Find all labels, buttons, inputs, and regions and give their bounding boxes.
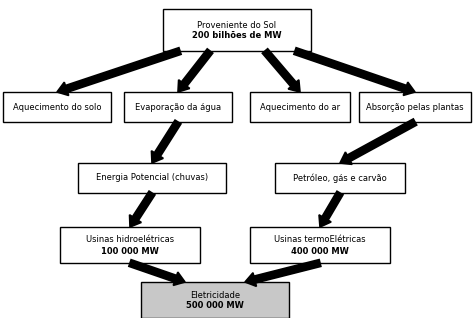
Text: Aquecimento do ar: Aquecimento do ar xyxy=(260,102,340,112)
Text: 500 000 MW: 500 000 MW xyxy=(186,301,244,310)
Polygon shape xyxy=(129,260,185,285)
Text: Proveniente do Sol: Proveniente do Sol xyxy=(198,20,276,30)
Text: Eletricidade: Eletricidade xyxy=(190,291,240,300)
Text: Usinas termoElétricas: Usinas termoElétricas xyxy=(274,236,366,245)
Text: Usinas hidroelétricas: Usinas hidroelétricas xyxy=(86,236,174,245)
Bar xyxy=(124,92,232,122)
Polygon shape xyxy=(152,120,181,163)
Polygon shape xyxy=(319,191,343,227)
Bar xyxy=(163,9,311,51)
Polygon shape xyxy=(245,259,321,286)
Bar xyxy=(60,227,200,263)
Text: Evaporação da água: Evaporação da água xyxy=(135,102,221,112)
Text: Petróleo, gás e carvão: Petróleo, gás e carvão xyxy=(293,173,387,183)
Bar xyxy=(78,163,226,193)
Bar xyxy=(3,92,111,122)
Text: Absorção pelas plantas: Absorção pelas plantas xyxy=(366,102,464,112)
Text: 100 000 MW: 100 000 MW xyxy=(101,246,159,255)
Text: 400 000 MW: 400 000 MW xyxy=(291,246,349,255)
Polygon shape xyxy=(57,48,181,95)
Polygon shape xyxy=(294,48,415,95)
Bar xyxy=(275,163,405,193)
Text: Energia Potencial (chuvas): Energia Potencial (chuvas) xyxy=(96,174,208,183)
Text: Aquecimento do solo: Aquecimento do solo xyxy=(13,102,101,112)
Bar xyxy=(141,282,289,318)
Polygon shape xyxy=(340,119,417,164)
Bar xyxy=(359,92,471,122)
Polygon shape xyxy=(178,49,213,92)
Polygon shape xyxy=(262,49,300,92)
Bar xyxy=(250,227,390,263)
Bar xyxy=(250,92,350,122)
Polygon shape xyxy=(129,191,155,227)
Text: 200 bilhões de MW: 200 bilhões de MW xyxy=(192,31,282,40)
